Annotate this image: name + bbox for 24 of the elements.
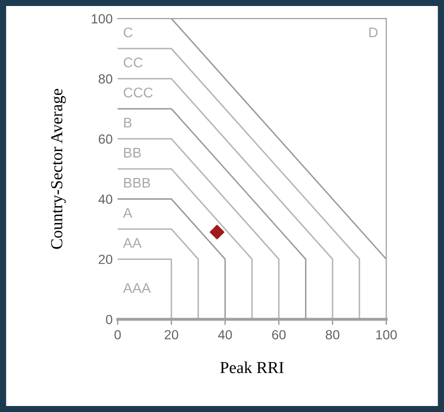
annotation: D bbox=[369, 28, 378, 38]
y-tick-label: 20 bbox=[98, 254, 112, 264]
annotation: BBB bbox=[124, 178, 150, 188]
y-axis-title: Country-Sector Average bbox=[51, 88, 66, 249]
annotation: A bbox=[123, 208, 132, 218]
annotation: CCC bbox=[124, 88, 153, 98]
annotation: AA bbox=[123, 238, 142, 248]
x-axis-title: Peak RRI bbox=[220, 361, 284, 374]
y-tick-label: 60 bbox=[98, 134, 112, 144]
annotation: C bbox=[124, 27, 133, 38]
y-tick-label: 80 bbox=[98, 74, 112, 84]
x-tick-label: 60 bbox=[272, 330, 286, 340]
annotation: CC bbox=[124, 58, 143, 68]
annotation: BB bbox=[124, 148, 141, 158]
annotation: AAA bbox=[123, 283, 151, 293]
annotation: B bbox=[124, 118, 132, 128]
x-tick-label: 80 bbox=[326, 330, 340, 340]
x-tick-label: 0 bbox=[114, 330, 121, 340]
x-tick-label: 100 bbox=[376, 330, 397, 340]
y-tick-label: 100 bbox=[92, 14, 112, 24]
x-tick-label: 20 bbox=[164, 330, 178, 340]
y-tick-label: 40 bbox=[98, 194, 112, 204]
y-tick-label: 0 bbox=[106, 314, 112, 324]
x-tick-label: 40 bbox=[218, 330, 232, 340]
